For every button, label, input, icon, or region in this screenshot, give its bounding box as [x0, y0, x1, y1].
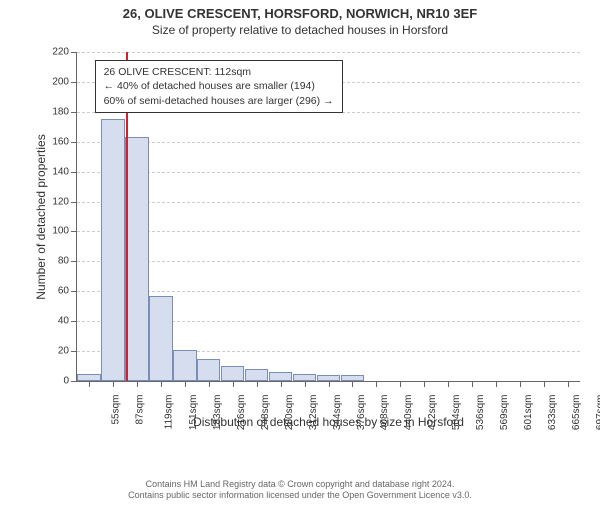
page-title: 26, OLIVE CRESCENT, HORSFORD, NORWICH, N… — [0, 6, 600, 21]
x-tick-label: 601sqm — [523, 395, 534, 431]
x-tick — [520, 381, 521, 387]
x-tick — [424, 381, 425, 387]
x-tick-label: 440sqm — [403, 395, 414, 431]
x-tick — [568, 381, 569, 387]
y-tick — [71, 52, 77, 53]
x-tick-label: 376sqm — [356, 395, 367, 431]
x-tick — [305, 381, 306, 387]
x-tick — [89, 381, 90, 387]
x-tick-label: 216sqm — [236, 395, 247, 431]
y-axis-label: Number of detached properties — [34, 134, 48, 299]
x-tick-label: 55sqm — [110, 395, 121, 425]
y-tick-label: 120 — [52, 196, 69, 207]
y-tick — [71, 231, 77, 232]
x-tick — [472, 381, 473, 387]
histogram-bar — [173, 350, 196, 381]
gridline — [77, 261, 580, 262]
annotation-line: 26 OLIVE CRESCENT: 112sqm — [104, 65, 334, 79]
y-tick-label: 180 — [52, 106, 69, 117]
x-tick-label: 119sqm — [163, 395, 174, 430]
histogram-bar — [125, 137, 148, 381]
page-subtitle: Size of property relative to detached ho… — [0, 23, 600, 37]
x-axis-label: Distribution of detached houses by size … — [193, 415, 464, 429]
histogram-bar — [293, 374, 316, 381]
footer-attribution: Contains HM Land Registry data © Crown c… — [0, 479, 600, 502]
x-tick-label: 151sqm — [188, 395, 199, 431]
y-tick-label: 220 — [52, 47, 69, 58]
y-tick-label: 160 — [52, 136, 69, 147]
y-tick-label: 20 — [58, 346, 69, 357]
gridline — [77, 231, 580, 232]
gridline — [77, 172, 580, 173]
x-tick — [257, 381, 258, 387]
histogram-bar — [101, 119, 124, 381]
histogram-bar — [149, 296, 172, 381]
x-tick-label: 665sqm — [571, 395, 582, 431]
x-tick — [209, 381, 210, 387]
gridline — [77, 142, 580, 143]
x-tick-label: 536sqm — [475, 395, 486, 431]
y-tick — [71, 172, 77, 173]
y-tick — [71, 351, 77, 352]
y-tick-label: 100 — [52, 226, 69, 237]
annotation-line: 60% of semi-detached houses are larger (… — [104, 94, 334, 108]
x-tick — [137, 381, 138, 387]
y-tick-label: 40 — [58, 316, 69, 327]
histogram-bar — [221, 366, 244, 381]
histogram-bar — [269, 372, 292, 381]
x-tick-label: 697sqm — [595, 395, 600, 431]
x-tick-label: 87sqm — [134, 395, 145, 425]
gridline — [77, 52, 580, 53]
x-tick-label: 344sqm — [332, 395, 343, 431]
y-tick — [71, 82, 77, 83]
y-tick — [71, 291, 77, 292]
x-tick-label: 312sqm — [308, 395, 319, 431]
x-tick-label: 633sqm — [547, 395, 558, 431]
x-tick — [352, 381, 353, 387]
x-tick — [161, 381, 162, 387]
histogram-bar — [245, 369, 268, 381]
y-tick — [71, 381, 77, 382]
chart-container: Number of detached properties Distributi… — [50, 52, 580, 432]
x-tick — [233, 381, 234, 387]
x-tick — [113, 381, 114, 387]
y-tick — [71, 142, 77, 143]
x-tick — [329, 381, 330, 387]
y-tick — [71, 202, 77, 203]
x-tick-label: 504sqm — [451, 395, 462, 431]
y-tick-label: 80 — [58, 256, 69, 267]
x-tick-label: 248sqm — [260, 395, 271, 431]
x-tick — [496, 381, 497, 387]
y-tick-label: 0 — [63, 376, 69, 387]
y-tick-label: 60 — [58, 286, 69, 297]
y-tick — [71, 321, 77, 322]
y-tick — [71, 261, 77, 262]
y-tick-label: 140 — [52, 166, 69, 177]
x-tick — [281, 381, 282, 387]
x-tick-label: 569sqm — [499, 395, 510, 431]
footer-line-1: Contains HM Land Registry data © Crown c… — [0, 479, 600, 491]
x-tick — [448, 381, 449, 387]
x-tick — [400, 381, 401, 387]
x-tick-label: 408sqm — [380, 395, 391, 431]
x-tick-label: 280sqm — [284, 395, 295, 431]
footer-line-2: Contains public sector information licen… — [0, 490, 600, 502]
x-tick — [544, 381, 545, 387]
annotation-line: ← 40% of detached houses are smaller (19… — [104, 79, 334, 93]
x-tick — [376, 381, 377, 387]
annotation-box: 26 OLIVE CRESCENT: 112sqm← 40% of detach… — [95, 60, 343, 113]
histogram-bar — [77, 374, 100, 381]
plot-area: Number of detached properties Distributi… — [76, 52, 580, 382]
x-tick — [185, 381, 186, 387]
y-tick — [71, 112, 77, 113]
gridline — [77, 202, 580, 203]
x-tick-label: 472sqm — [427, 395, 438, 431]
histogram-bar — [197, 359, 220, 381]
gridline — [77, 291, 580, 292]
x-tick-label: 183sqm — [212, 395, 223, 431]
y-tick-label: 200 — [52, 76, 69, 87]
